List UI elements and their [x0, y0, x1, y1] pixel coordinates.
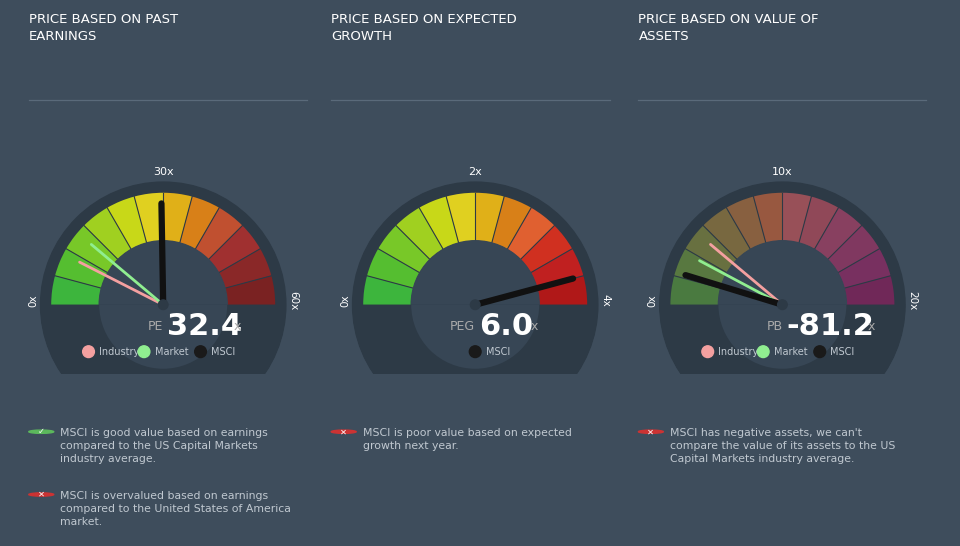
Wedge shape [195, 207, 242, 259]
Wedge shape [754, 193, 782, 243]
Text: 6.0: 6.0 [479, 312, 534, 341]
Text: PRICE BASED ON EXPECTED
GROWTH: PRICE BASED ON EXPECTED GROWTH [331, 13, 516, 43]
Text: MSCI is overvalued based on earnings
compared to the United States of America
ma: MSCI is overvalued based on earnings com… [60, 491, 291, 527]
Circle shape [331, 430, 356, 434]
Circle shape [352, 182, 598, 428]
Circle shape [158, 300, 168, 310]
Wedge shape [134, 193, 163, 243]
Text: ✕: ✕ [647, 427, 655, 436]
Text: ✕: ✕ [340, 427, 348, 436]
Wedge shape [396, 207, 444, 259]
Circle shape [470, 300, 480, 310]
Wedge shape [828, 225, 879, 273]
Text: 10x: 10x [772, 167, 793, 177]
Wedge shape [411, 305, 540, 369]
Wedge shape [674, 249, 727, 288]
Wedge shape [40, 305, 286, 428]
Wedge shape [180, 197, 219, 250]
Circle shape [138, 346, 150, 358]
Circle shape [638, 430, 663, 434]
Text: 32.4: 32.4 [167, 312, 243, 341]
Wedge shape [727, 197, 766, 250]
Circle shape [29, 493, 54, 496]
Text: 0x: 0x [647, 294, 658, 307]
Wedge shape [352, 305, 598, 428]
Wedge shape [838, 249, 891, 288]
Circle shape [99, 241, 228, 369]
Text: 0x: 0x [28, 294, 38, 307]
Text: MSCI is poor value based on expected
growth next year.: MSCI is poor value based on expected gro… [363, 428, 572, 451]
Wedge shape [660, 305, 905, 428]
Circle shape [411, 241, 540, 369]
Text: 4x: 4x [600, 294, 611, 307]
Circle shape [195, 346, 206, 358]
Text: MSCI is good value based on earnings
compared to the US Capital Markets
industry: MSCI is good value based on earnings com… [60, 428, 268, 464]
Text: PRICE BASED ON PAST
EARNINGS: PRICE BASED ON PAST EARNINGS [29, 13, 178, 43]
Wedge shape [492, 197, 531, 250]
Circle shape [83, 346, 94, 358]
Wedge shape [685, 225, 737, 273]
Wedge shape [99, 305, 228, 369]
Wedge shape [507, 207, 554, 259]
Wedge shape [799, 197, 838, 250]
Text: Industry: Industry [718, 347, 758, 357]
Text: MSCI: MSCI [211, 347, 235, 357]
Text: Market: Market [774, 347, 807, 357]
Circle shape [757, 346, 769, 358]
Wedge shape [225, 276, 276, 305]
Wedge shape [84, 207, 132, 259]
Text: Market: Market [155, 347, 188, 357]
Text: MSCI: MSCI [486, 347, 510, 357]
Text: x: x [531, 319, 538, 333]
Wedge shape [208, 225, 260, 273]
Wedge shape [670, 276, 721, 305]
Text: MSCI has negative assets, we can't
compare the value of its assets to the US
Cap: MSCI has negative assets, we can't compa… [670, 428, 896, 464]
Circle shape [702, 346, 713, 358]
Wedge shape [51, 276, 102, 305]
Text: ✕: ✕ [37, 490, 45, 499]
Text: PRICE BASED ON VALUE OF
ASSETS: PRICE BASED ON VALUE OF ASSETS [638, 13, 819, 43]
Wedge shape [108, 197, 147, 250]
Wedge shape [475, 193, 504, 243]
Wedge shape [520, 225, 572, 273]
Text: x: x [233, 319, 241, 333]
Circle shape [660, 182, 905, 428]
Circle shape [718, 241, 847, 369]
Circle shape [29, 430, 54, 434]
Wedge shape [163, 193, 192, 243]
Wedge shape [844, 276, 895, 305]
Text: x: x [868, 319, 876, 333]
Wedge shape [420, 197, 459, 250]
Wedge shape [55, 249, 108, 288]
Wedge shape [531, 249, 584, 288]
Circle shape [40, 182, 286, 428]
Wedge shape [219, 249, 272, 288]
Circle shape [814, 346, 826, 358]
Text: PE: PE [148, 319, 163, 333]
Text: PB: PB [766, 319, 782, 333]
Wedge shape [782, 193, 811, 243]
Wedge shape [537, 276, 588, 305]
Text: 30x: 30x [153, 167, 174, 177]
Text: 60x: 60x [288, 291, 299, 310]
Text: MSCI: MSCI [830, 347, 854, 357]
Text: 0x: 0x [340, 294, 350, 307]
Wedge shape [446, 193, 475, 243]
Wedge shape [367, 249, 420, 288]
Text: 2x: 2x [468, 167, 482, 177]
Wedge shape [378, 225, 430, 273]
Text: 20x: 20x [907, 291, 918, 310]
Wedge shape [66, 225, 118, 273]
Wedge shape [363, 276, 414, 305]
Wedge shape [718, 305, 847, 369]
Wedge shape [704, 207, 751, 259]
Wedge shape [814, 207, 861, 259]
Circle shape [778, 300, 787, 310]
Text: -81.2: -81.2 [786, 312, 875, 341]
Circle shape [469, 346, 481, 358]
Text: ✓: ✓ [37, 427, 45, 436]
Text: PEG: PEG [450, 319, 475, 333]
Text: Industry: Industry [99, 347, 139, 357]
